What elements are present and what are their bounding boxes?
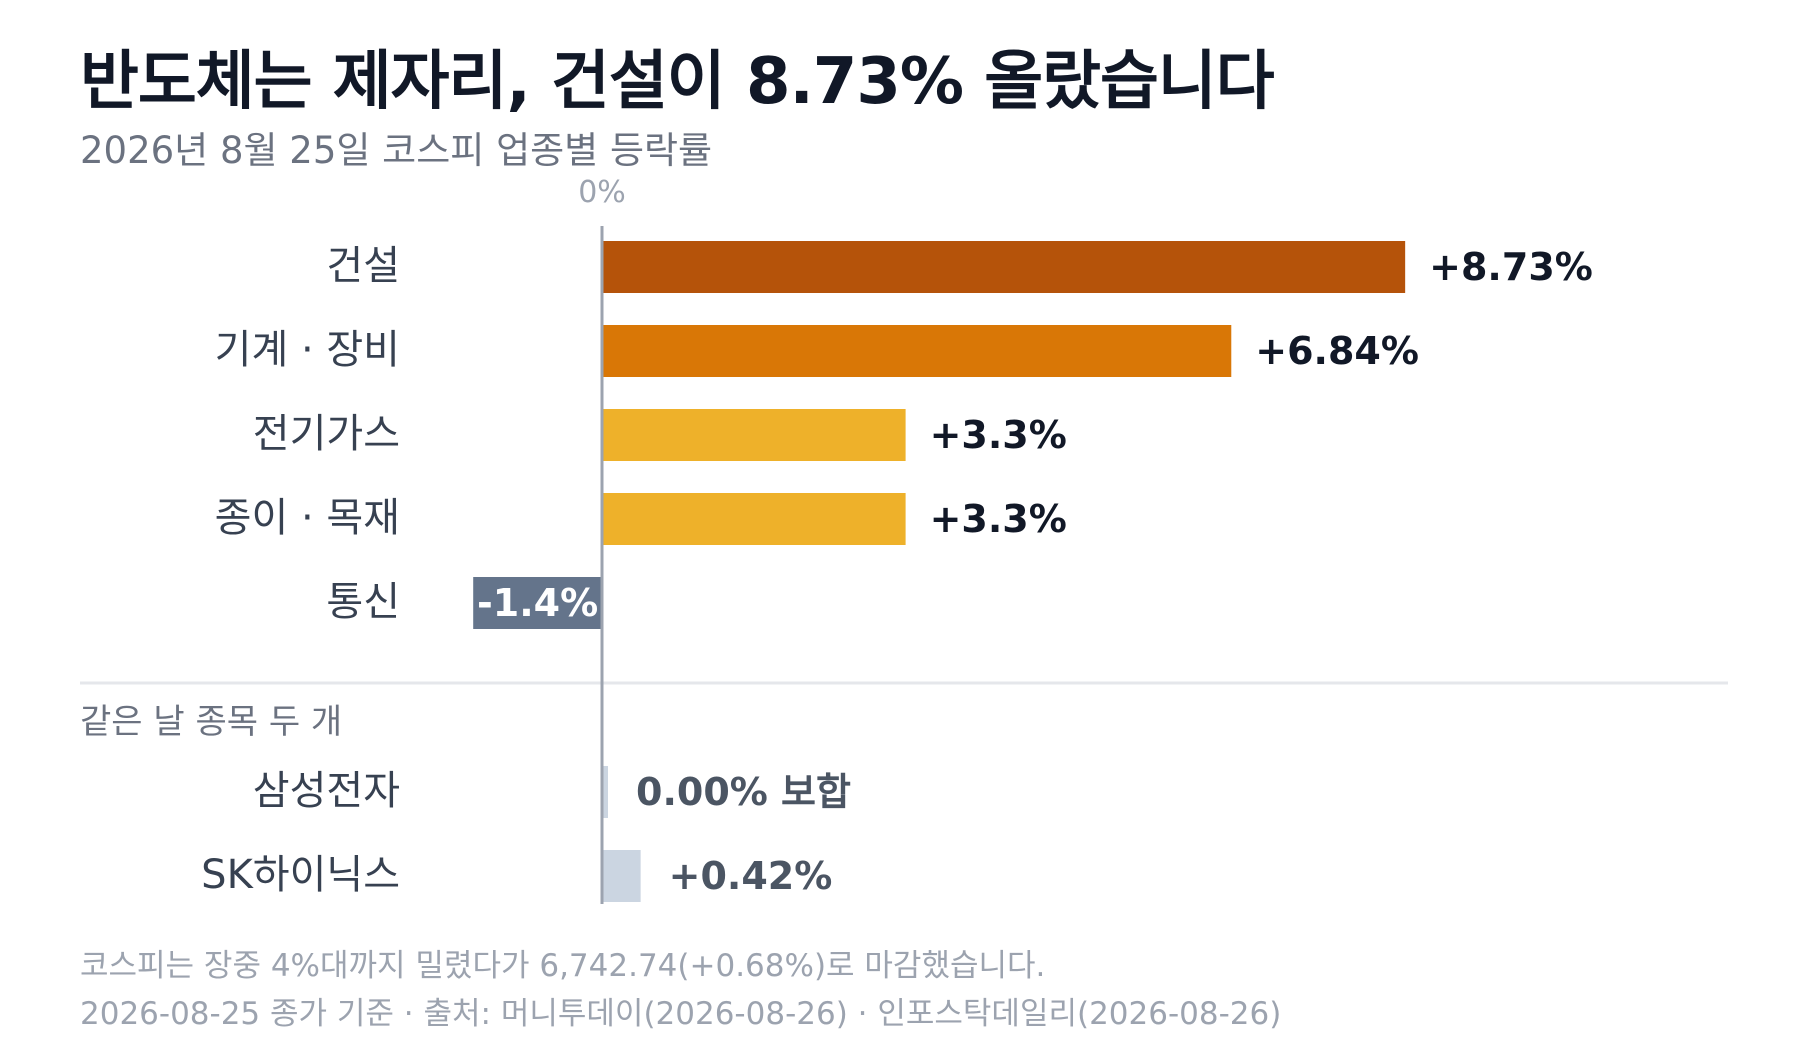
data-label: -1.4%	[477, 581, 598, 625]
category-label: 기계 · 장비	[215, 327, 400, 373]
category-label: 종이 · 목재	[215, 495, 400, 541]
bar	[602, 766, 608, 818]
footer-source: 2026-08-25 종가 기준 · 출처: 머니투데이(2026-08-26)…	[80, 996, 1282, 1032]
category-label: 통신	[326, 579, 400, 625]
zero-axis-label: 0%	[578, 175, 626, 210]
category-label: 전기가스	[253, 411, 400, 457]
data-label: +3.3%	[930, 497, 1067, 541]
section-label: 같은 날 종목 두 개	[80, 702, 342, 742]
bar	[602, 493, 906, 545]
data-label: +8.73%	[1429, 245, 1593, 289]
bar	[602, 325, 1232, 377]
category-label: 건설	[326, 243, 400, 289]
footer-note: 코스피는 장중 4%대까지 밀렸다가 6,742.74(+0.68%)로 마감했…	[80, 948, 1046, 984]
data-label: +3.3%	[930, 413, 1067, 457]
page-subtitle: 2026년 8월 25일 코스피 업종별 등락률	[80, 129, 713, 172]
bar	[602, 241, 1406, 293]
data-label: +0.42%	[669, 854, 833, 898]
bar	[602, 409, 906, 461]
bar	[602, 850, 641, 902]
category-label: 삼성전자	[253, 768, 400, 814]
category-label: SK하이닉스	[201, 852, 400, 898]
data-label: 0.00% 보합	[636, 770, 851, 814]
bar	[473, 577, 602, 629]
data-label: +6.84%	[1255, 329, 1419, 373]
bar-chart: 0% 건설 +8.73% 기계 · 장비 +6.84% 전기가스 +3.3% 종이 · 목재 +…	[80, 175, 1728, 904]
page-title: 반도체는 제자리, 건설이 8.73% 올랐습니다	[80, 45, 1275, 119]
